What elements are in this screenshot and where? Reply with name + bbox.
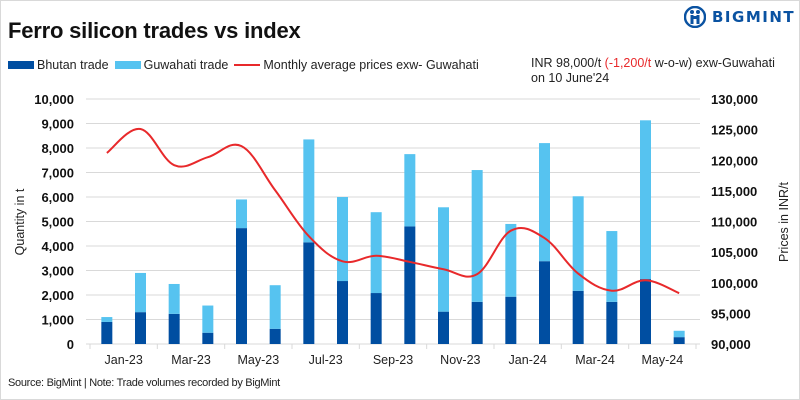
- bar-bhutan: [640, 279, 651, 344]
- bar-guwahati: [505, 223, 517, 297]
- y-tick-label: 8,000: [41, 141, 74, 156]
- x-tick-label: Sep-23: [373, 353, 413, 367]
- bar-guwahati: [370, 212, 382, 294]
- bar-guwahati: [269, 285, 281, 329]
- y-tick-label: 6,000: [41, 190, 74, 205]
- y-tick-label: 7,000: [41, 166, 74, 181]
- bar-bhutan: [471, 301, 483, 344]
- legend-swatch-guwahati: [114, 61, 141, 69]
- price-line-group: [106, 128, 680, 295]
- y-axis-label: Quantity in t: [13, 188, 27, 255]
- y-tick-label: 3,000: [41, 264, 74, 279]
- y2-tick-label: 115,000: [711, 184, 757, 199]
- y-tick-label: 5,000: [41, 215, 74, 230]
- bar-guwahati: [337, 197, 348, 282]
- bar-bhutan: [236, 228, 247, 344]
- bar-guwahati: [236, 199, 247, 229]
- price-note-suffix: w-o-w) exw-Guwahati: [654, 56, 775, 70]
- x-axis: Jan-23 Mar-23 May-23 Jul-23 Sep-23 Nov-23 Jan-…: [89, 344, 697, 367]
- price-note-line1: INR 98,000/t (-1,200/t w-o-w) exw-Guwaha…: [531, 56, 775, 71]
- legend-item-bhutan: Bhutan trade: [8, 58, 109, 72]
- y-axis-right: 90,000 95,000 100,000 105,000 110,000 115,000…: [711, 92, 758, 352]
- x-tick-label: Jul-23: [309, 353, 343, 367]
- chart-title: Ferro silicon trades vs index: [8, 18, 301, 43]
- bar-guwahati: [135, 272, 146, 313]
- y2-tick-label: 105,000: [711, 245, 758, 260]
- bar-bhutan: [606, 301, 618, 344]
- grid-lines: [86, 98, 700, 345]
- bar-bhutan: [438, 311, 449, 344]
- bar-bhutan: [202, 332, 214, 344]
- bigmint-logo-icon: [684, 6, 706, 28]
- bar-guwahati: [404, 154, 416, 227]
- legend-item-guwahati: Guwahati trade: [114, 58, 229, 72]
- y2-tick-label: 130,000: [711, 92, 758, 107]
- y2-tick-label: 90,000: [711, 337, 751, 352]
- y-axis-left: 0 1,000 2,000 3,000 4,000 5,000 6,000 7,000 8,00…: [34, 92, 74, 352]
- chart-legend: Bhutan trade Guwahati trade Monthly aver…: [8, 58, 485, 72]
- bar-bhutan: [269, 328, 281, 344]
- source-note: Source: BigMint | Note: Trade volumes re…: [8, 377, 280, 389]
- bar-guwahati: [673, 330, 685, 338]
- y-tick-label: 4,000: [41, 239, 74, 254]
- y2-tick-label: 120,000: [711, 153, 758, 168]
- y-tick-label: 2,000: [41, 288, 74, 303]
- bar-bhutan: [370, 293, 382, 344]
- x-tick-label: May-24: [641, 353, 683, 367]
- bar-guwahati: [438, 207, 449, 312]
- bar-bhutan: [101, 321, 113, 344]
- y2-tick-label: 95,000: [711, 306, 751, 321]
- x-tick-label: Jan-24: [509, 353, 547, 367]
- bar-guwahati: [202, 305, 214, 333]
- x-tick-label: May-23: [237, 353, 279, 367]
- bar-guwahati: [303, 139, 315, 243]
- bar-bhutan: [539, 261, 550, 344]
- bar-guwahati: [640, 120, 651, 280]
- price-note: INR 98,000/t (-1,200/t w-o-w) exw-Guwaha…: [531, 56, 775, 86]
- bar-bhutan: [303, 242, 315, 344]
- price-note-value: INR 98,000/t: [531, 56, 602, 70]
- legend-item-price: Monthly average prices exw- Guwahati: [234, 58, 479, 72]
- y2-tick-label: 125,000: [711, 123, 758, 138]
- legend-swatch-price: [234, 64, 261, 66]
- bar-guwahati: [539, 143, 550, 262]
- x-tick-label: Mar-23: [171, 353, 211, 367]
- bars-group: [101, 120, 685, 344]
- legend-label-guwahati: Guwahati trade: [143, 58, 229, 72]
- bar-bhutan: [404, 226, 416, 344]
- bar-bhutan: [673, 337, 685, 344]
- x-tick-label: Jan-23: [105, 353, 143, 367]
- bar-bhutan: [337, 281, 348, 344]
- bigmint-logo: BIGMINT: [684, 6, 795, 28]
- y-tick-label: 1,000: [41, 313, 74, 328]
- legend-swatch-bhutan: [8, 61, 34, 69]
- y2-axis-label: Prices in INR/t: [777, 182, 791, 262]
- bar-bhutan: [168, 313, 180, 344]
- bar-guwahati: [168, 283, 180, 314]
- price-note-change: (-1,200/t: [604, 56, 652, 70]
- y2-tick-label: 100,000: [711, 276, 758, 291]
- price-note-line2: on 10 June'24: [531, 71, 610, 85]
- legend-label-bhutan: Bhutan trade: [37, 58, 109, 72]
- bar-bhutan: [572, 290, 584, 344]
- y2-tick-label: 110,000: [711, 215, 757, 230]
- logo-text: BIGMINT: [712, 8, 796, 26]
- bar-guwahati: [606, 231, 618, 302]
- x-tick-label: Mar-24: [575, 353, 615, 367]
- bar-guwahati: [471, 170, 483, 302]
- bar-bhutan: [135, 312, 146, 344]
- x-tick-label: Nov-23: [440, 353, 480, 367]
- bar-guwahati: [572, 196, 584, 291]
- price-line: [106, 128, 680, 295]
- legend-label-price: Monthly average prices exw- Guwahati: [263, 58, 479, 72]
- bar-guwahati: [101, 317, 113, 322]
- y-tick-label: 9,000: [41, 117, 74, 132]
- y-tick-label: 0: [67, 337, 74, 352]
- bar-bhutan: [505, 296, 517, 344]
- y-tick-label: 10,000: [34, 92, 74, 107]
